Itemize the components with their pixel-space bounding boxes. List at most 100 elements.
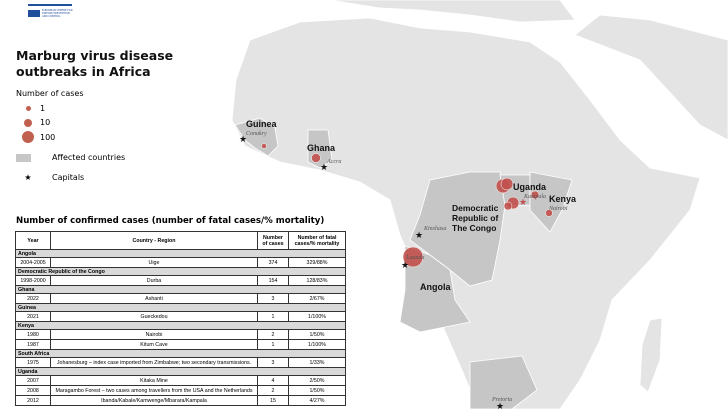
group-row: South Africa	[15, 349, 346, 358]
table-cell: 2	[257, 385, 289, 396]
city-kinshasa: Kinshasa	[423, 226, 446, 232]
arabia-land	[574, 14, 728, 141]
label-ghana: Ghana	[307, 143, 336, 153]
table-cell: 2	[257, 329, 289, 340]
case-circle-icon	[22, 131, 34, 143]
group-country: South Africa	[15, 349, 346, 358]
page-title: Marburg virus disease outbreaks in Afric…	[16, 48, 174, 79]
city-accra: Accra	[326, 159, 341, 165]
affected-swatch-icon	[16, 153, 31, 162]
madagascar-land	[639, 317, 663, 393]
group-country: Democratic Republic of the Congo	[15, 267, 346, 276]
table-row: 1987 Kitum Cave 1 1/100%	[15, 339, 346, 350]
label-angola: Angola	[420, 282, 451, 292]
table-cell: 2022	[15, 293, 51, 304]
legend-affected: Affected countries	[16, 153, 125, 162]
cases-table: Year Country - Region Number of cases Nu…	[15, 231, 346, 406]
group-country: Angola	[15, 249, 346, 258]
group-row: Guinea	[15, 303, 346, 312]
group-row: Angola	[15, 249, 346, 258]
capital-star-icon: ★	[496, 402, 504, 409]
table-cell: Kitum Cave	[50, 339, 258, 350]
legend-capitals: ★ Capitals	[16, 173, 84, 182]
group-row: Uganda	[15, 367, 346, 376]
table-cell: 329/88%	[288, 257, 346, 268]
star-icon: ★	[24, 173, 32, 182]
legend-size-10: 10	[16, 118, 50, 127]
table-cell: 1998-2000	[15, 275, 51, 286]
case-circle-icon	[24, 118, 32, 127]
col-year: Year	[15, 231, 51, 250]
case-marker	[530, 190, 540, 200]
capital-star-icon: ★	[401, 261, 409, 271]
kenya-area	[529, 171, 573, 233]
group-country: Uganda	[15, 367, 346, 376]
table-row: 2004-2005 Uige 374 329/88%	[15, 257, 346, 268]
case-circle-icon	[25, 106, 31, 111]
table-cell: 128/83%	[288, 275, 346, 286]
table-cell: Uige	[50, 257, 258, 268]
capital-star-icon: ★	[415, 231, 423, 241]
city-kampala: Kampala	[523, 194, 546, 200]
table-cell: 1/50%	[288, 329, 346, 340]
table-row: 1998-2000 Durba 154 128/83%	[15, 275, 346, 286]
table-cell: 1/100%	[288, 311, 346, 322]
table-row: 2012 Ibanda/Kabale/Kamwenge/Mbarara/Kampa…	[15, 395, 346, 406]
table-title: Number of confirmed cases (number of fat…	[16, 216, 325, 226]
table-row: 2022 Ashanti 3 2/67%	[15, 293, 346, 304]
table-cell: Maragambo Forest – two cases among trave…	[50, 385, 258, 396]
case-marker	[500, 177, 514, 191]
case-marker	[402, 246, 424, 268]
group-row: Ghana	[15, 285, 346, 294]
legend-heading: Number of cases	[16, 89, 84, 98]
table-cell: 4/27%	[288, 395, 346, 406]
city-conakry: Conakry	[246, 131, 267, 137]
table-cell: 374	[257, 257, 289, 268]
group-country: Ghana	[15, 285, 346, 294]
table-cell: 1	[257, 311, 289, 322]
table-row: 2008 Maragambo Forest – two cases among t…	[15, 385, 346, 396]
capital-star-icon: ★	[320, 163, 328, 173]
europe-land	[329, 0, 576, 23]
table-row: 2007 Kitaka Mine 4 2/50%	[15, 375, 346, 386]
legend-size-100: 100	[16, 131, 55, 143]
table-row: 2021 Gueckedou 1 1/100%	[15, 311, 346, 322]
guinea-area	[234, 117, 279, 157]
angola-area	[399, 245, 471, 333]
col-cases: Number of cases	[257, 231, 289, 250]
table-cell: Kitaka Mine	[50, 375, 258, 386]
table-cell: 2021	[15, 311, 51, 322]
south-africa-area	[469, 355, 538, 409]
group-country: Guinea	[15, 303, 346, 312]
case-marker	[503, 201, 513, 211]
group-row: Democratic Republic of the Congo	[15, 267, 346, 276]
table-cell: Ibanda/Kabale/Kamwenge/Mbarara/Kampala	[50, 395, 258, 406]
label-guinea: Guinea	[246, 119, 278, 129]
table-cell: 3	[257, 357, 289, 368]
city-pretoria: Pretoria	[491, 397, 512, 403]
table-cell: 2/67%	[288, 293, 346, 304]
col-region: Country - Region	[50, 231, 258, 250]
label-drc: Democratic Republic of The Congo	[452, 203, 499, 233]
table-cell: 1/33%	[288, 357, 346, 368]
table-row: 1975 Johanesburg – index case imported fr…	[15, 357, 346, 368]
logo-subtitle: EUROPEAN CENTRE FOR DISEASE PREVENTION A…	[42, 9, 73, 18]
group-row: Kenya	[15, 321, 346, 330]
ecdc-logo: EUROPEAN CENTRE FOR DISEASE PREVENTION A…	[28, 0, 78, 18]
table-cell: 2007	[15, 375, 51, 386]
col-fatal: Number of fatal cases/% mortality	[288, 231, 346, 250]
table-cell: 1	[257, 339, 289, 350]
table-cell: 2012	[15, 395, 51, 406]
table-cell: 1/50%	[288, 385, 346, 396]
table-cell: 2004-2005	[15, 257, 51, 268]
case-marker	[545, 209, 553, 217]
table-cell: Johanesburg – index case imported from Z…	[50, 357, 258, 368]
label-uganda: Uganda	[513, 182, 547, 192]
capital-star-icon: ★	[239, 135, 247, 145]
table-row: 1980 Nairobi 2 1/50%	[15, 329, 346, 340]
legend-size-1: 1	[16, 104, 45, 113]
table-cell: 4	[257, 375, 289, 386]
table-cell: 1/100%	[288, 339, 346, 350]
table-cell: 15	[257, 395, 289, 406]
